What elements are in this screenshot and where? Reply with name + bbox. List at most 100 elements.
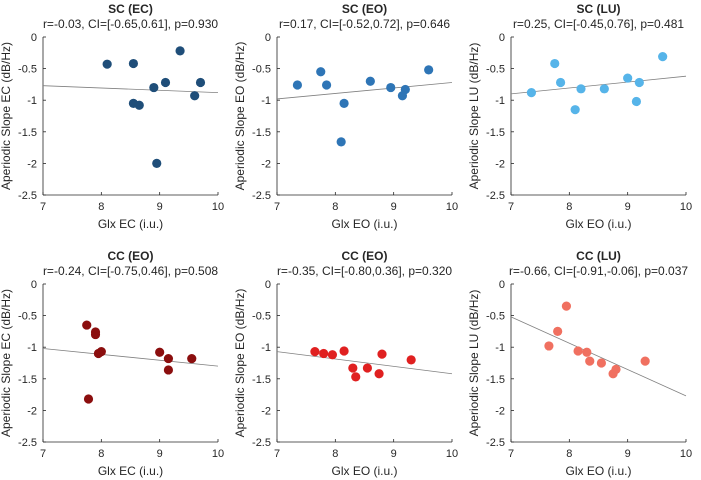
data-point — [102, 59, 112, 69]
x-tick-label: 7 — [40, 448, 46, 460]
correlation-stats: r=-0.66, CI=[-0.91,-0.06], p=0.037 — [509, 264, 688, 278]
x-tick-label: 7 — [274, 201, 280, 213]
y-tick-label: -1 — [495, 95, 505, 107]
panel-title: SC (EC) — [108, 2, 153, 16]
data-point — [424, 65, 434, 75]
correlation-stats: r=0.25, CI=[-0.45,0.76], p=0.481 — [513, 17, 684, 31]
y-tick-label: 0 — [499, 279, 505, 291]
x-tick-label: 10 — [212, 448, 224, 460]
data-point — [163, 365, 174, 375]
y-tick-label: -2.5 — [18, 190, 37, 202]
data-point — [658, 51, 668, 62]
y-tick-label: -1.5 — [252, 127, 271, 139]
x-tick-label: 8 — [566, 448, 572, 460]
data-point — [163, 353, 174, 364]
panel-title: SC (LU) — [577, 2, 621, 16]
data-point — [570, 105, 580, 115]
data-point — [573, 346, 583, 356]
y-tick-label: -1.5 — [18, 374, 37, 386]
y-tick-label: -1 — [261, 342, 271, 354]
x-tick-label: 7 — [508, 201, 514, 213]
x-axis-label: Glx EO (i.u.) — [331, 217, 397, 231]
data-point — [160, 77, 171, 88]
correlation-stats: r=0.17, CI=[-0.52,0.72], p=0.646 — [279, 17, 450, 31]
data-point — [526, 88, 537, 98]
panel-title: CC (EO) — [108, 249, 154, 263]
data-point — [128, 58, 139, 69]
data-point — [187, 353, 197, 364]
y-axis-label: Aperiodic Slope LU (dB/Hz) — [467, 43, 481, 190]
scatter-panel-1: SC (EC)r=-0.03, CI=[-0.65,0.61], p=0.930… — [0, 2, 224, 231]
data-point — [599, 84, 609, 94]
y-axis-label: Aperiodic Slope EO (dB/Hz) — [233, 42, 247, 191]
x-tick-label: 10 — [446, 448, 458, 460]
scatter-panel-5: CC (EO)r=-0.35, CI=[-0.80,0.36], p=0.320… — [233, 249, 458, 478]
x-tick-label: 8 — [332, 201, 338, 213]
data-point — [195, 77, 206, 88]
x-tick-label: 10 — [680, 448, 692, 460]
x-tick-label: 9 — [625, 448, 631, 460]
regression-line — [276, 351, 453, 375]
y-tick-label: -0.5 — [18, 311, 37, 323]
y-axis-label: Aperiodic Slope EC (dB/Hz) — [0, 289, 13, 437]
data-point — [321, 80, 332, 90]
data-point — [336, 137, 346, 147]
regression-line — [276, 82, 453, 100]
data-point — [339, 98, 349, 108]
data-point — [377, 349, 387, 359]
x-tick-label: 7 — [40, 201, 46, 213]
data-point — [149, 82, 159, 93]
data-point — [553, 326, 563, 336]
data-point — [327, 350, 338, 360]
data-point — [631, 96, 642, 107]
data-point — [582, 347, 592, 357]
data-point — [319, 348, 329, 359]
panel-title: CC (EO) — [342, 249, 388, 263]
data-point — [339, 346, 349, 356]
y-tick-label: 0 — [499, 32, 505, 44]
data-point — [310, 347, 320, 357]
y-tick-label: -2.5 — [252, 437, 271, 449]
x-axis-label: Glx EO (i.u.) — [331, 464, 397, 478]
data-point — [611, 364, 621, 374]
y-tick-label: -0.5 — [18, 64, 37, 76]
scatter-panel-6: CC (LU)r=-0.66, CI=[-0.91,-0.06], p=0.03… — [467, 249, 692, 478]
data-point — [365, 76, 375, 86]
scatter-panel-2: SC (EO)r=0.17, CI=[-0.52,0.72], p=0.646 7… — [233, 2, 458, 231]
x-tick-label: 7 — [508, 448, 514, 460]
scatter-panel-4: CC (EO)r=-0.24, CI=[-0.75,0.46], p=0.508… — [0, 249, 224, 478]
y-tick-label: -0.5 — [486, 311, 505, 323]
data-point — [292, 80, 303, 90]
y-tick-label: -2.5 — [18, 437, 37, 449]
y-axis-label: Aperiodic Slope EC (dB/Hz) — [0, 42, 13, 190]
data-point — [386, 82, 396, 93]
y-tick-label: -2 — [27, 158, 37, 170]
regression-line — [510, 316, 687, 397]
regression-line — [42, 85, 219, 94]
y-axis-label: Aperiodic Slope LU (dB/Hz) — [467, 290, 481, 437]
x-tick-label: 10 — [446, 201, 458, 213]
data-point — [83, 394, 94, 404]
scatter-panel-3: SC (LU)r=0.25, CI=[-0.45,0.76], p=0.481 7… — [467, 2, 692, 231]
x-tick-label: 7 — [274, 448, 280, 460]
y-tick-label: -0.5 — [252, 311, 271, 323]
panel-title: CC (LU) — [576, 249, 621, 263]
y-tick-label: 0 — [265, 32, 271, 44]
data-point — [351, 372, 361, 382]
data-point — [561, 301, 572, 311]
data-point — [362, 363, 373, 373]
x-tick-label: 8 — [98, 448, 104, 460]
data-point — [596, 358, 607, 368]
regression-line — [510, 75, 687, 95]
data-point — [550, 58, 560, 69]
data-point — [555, 77, 566, 88]
x-axis-label: Glx EO (i.u.) — [565, 464, 631, 478]
data-point — [576, 84, 586, 94]
y-tick-label: -2 — [495, 158, 505, 170]
y-tick-label: -2 — [261, 405, 271, 417]
data-point — [90, 327, 101, 337]
y-tick-label: -1.5 — [486, 127, 505, 139]
y-tick-label: -2 — [495, 405, 505, 417]
x-tick-label: 10 — [680, 201, 692, 213]
y-axis-label: Aperiodic Slope EO (dB/Hz) — [233, 289, 247, 438]
